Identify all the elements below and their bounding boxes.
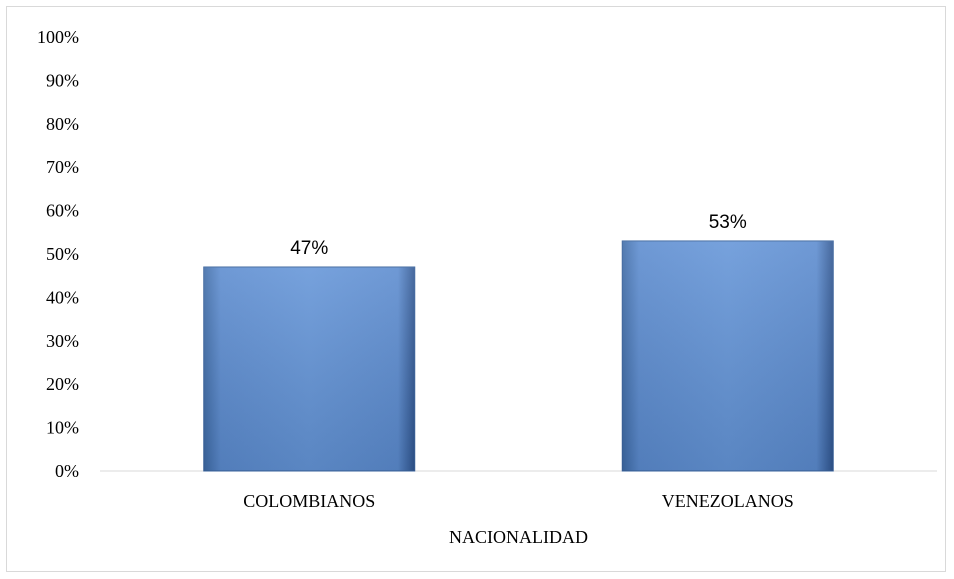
y-tick-label: 80% — [46, 114, 79, 134]
y-tick-label: 50% — [46, 244, 79, 264]
bar-shading — [203, 267, 415, 471]
x-category-label: COLOMBIANOS — [243, 491, 375, 511]
x-category-label: VENEZOLANOS — [662, 491, 794, 511]
y-tick-label: 70% — [46, 157, 79, 177]
y-tick-label: 90% — [46, 70, 79, 90]
y-tick-label: 30% — [46, 331, 79, 351]
y-tick-label: 100% — [37, 27, 79, 47]
data-label: 53% — [709, 212, 747, 233]
y-tick-label: 60% — [46, 201, 79, 221]
y-axis-tick-labels: 0% 10% 20% 30% 40% 50% 60% 70% 80% 90% 100% — [37, 27, 79, 481]
y-tick-label: 10% — [46, 418, 79, 438]
bars — [203, 240, 834, 472]
data-label: 47% — [290, 238, 328, 259]
x-axis-category-labels: COLOMBIANOS VENEZOLANOS — [243, 491, 794, 511]
y-tick-label: 40% — [46, 287, 79, 307]
bar-shading — [622, 240, 834, 471]
x-axis-title: NACIONALIDAD — [449, 527, 588, 547]
y-tick-label: 20% — [46, 374, 79, 394]
y-tick-label: 0% — [55, 461, 79, 481]
data-labels: 47% 53% — [290, 212, 747, 259]
